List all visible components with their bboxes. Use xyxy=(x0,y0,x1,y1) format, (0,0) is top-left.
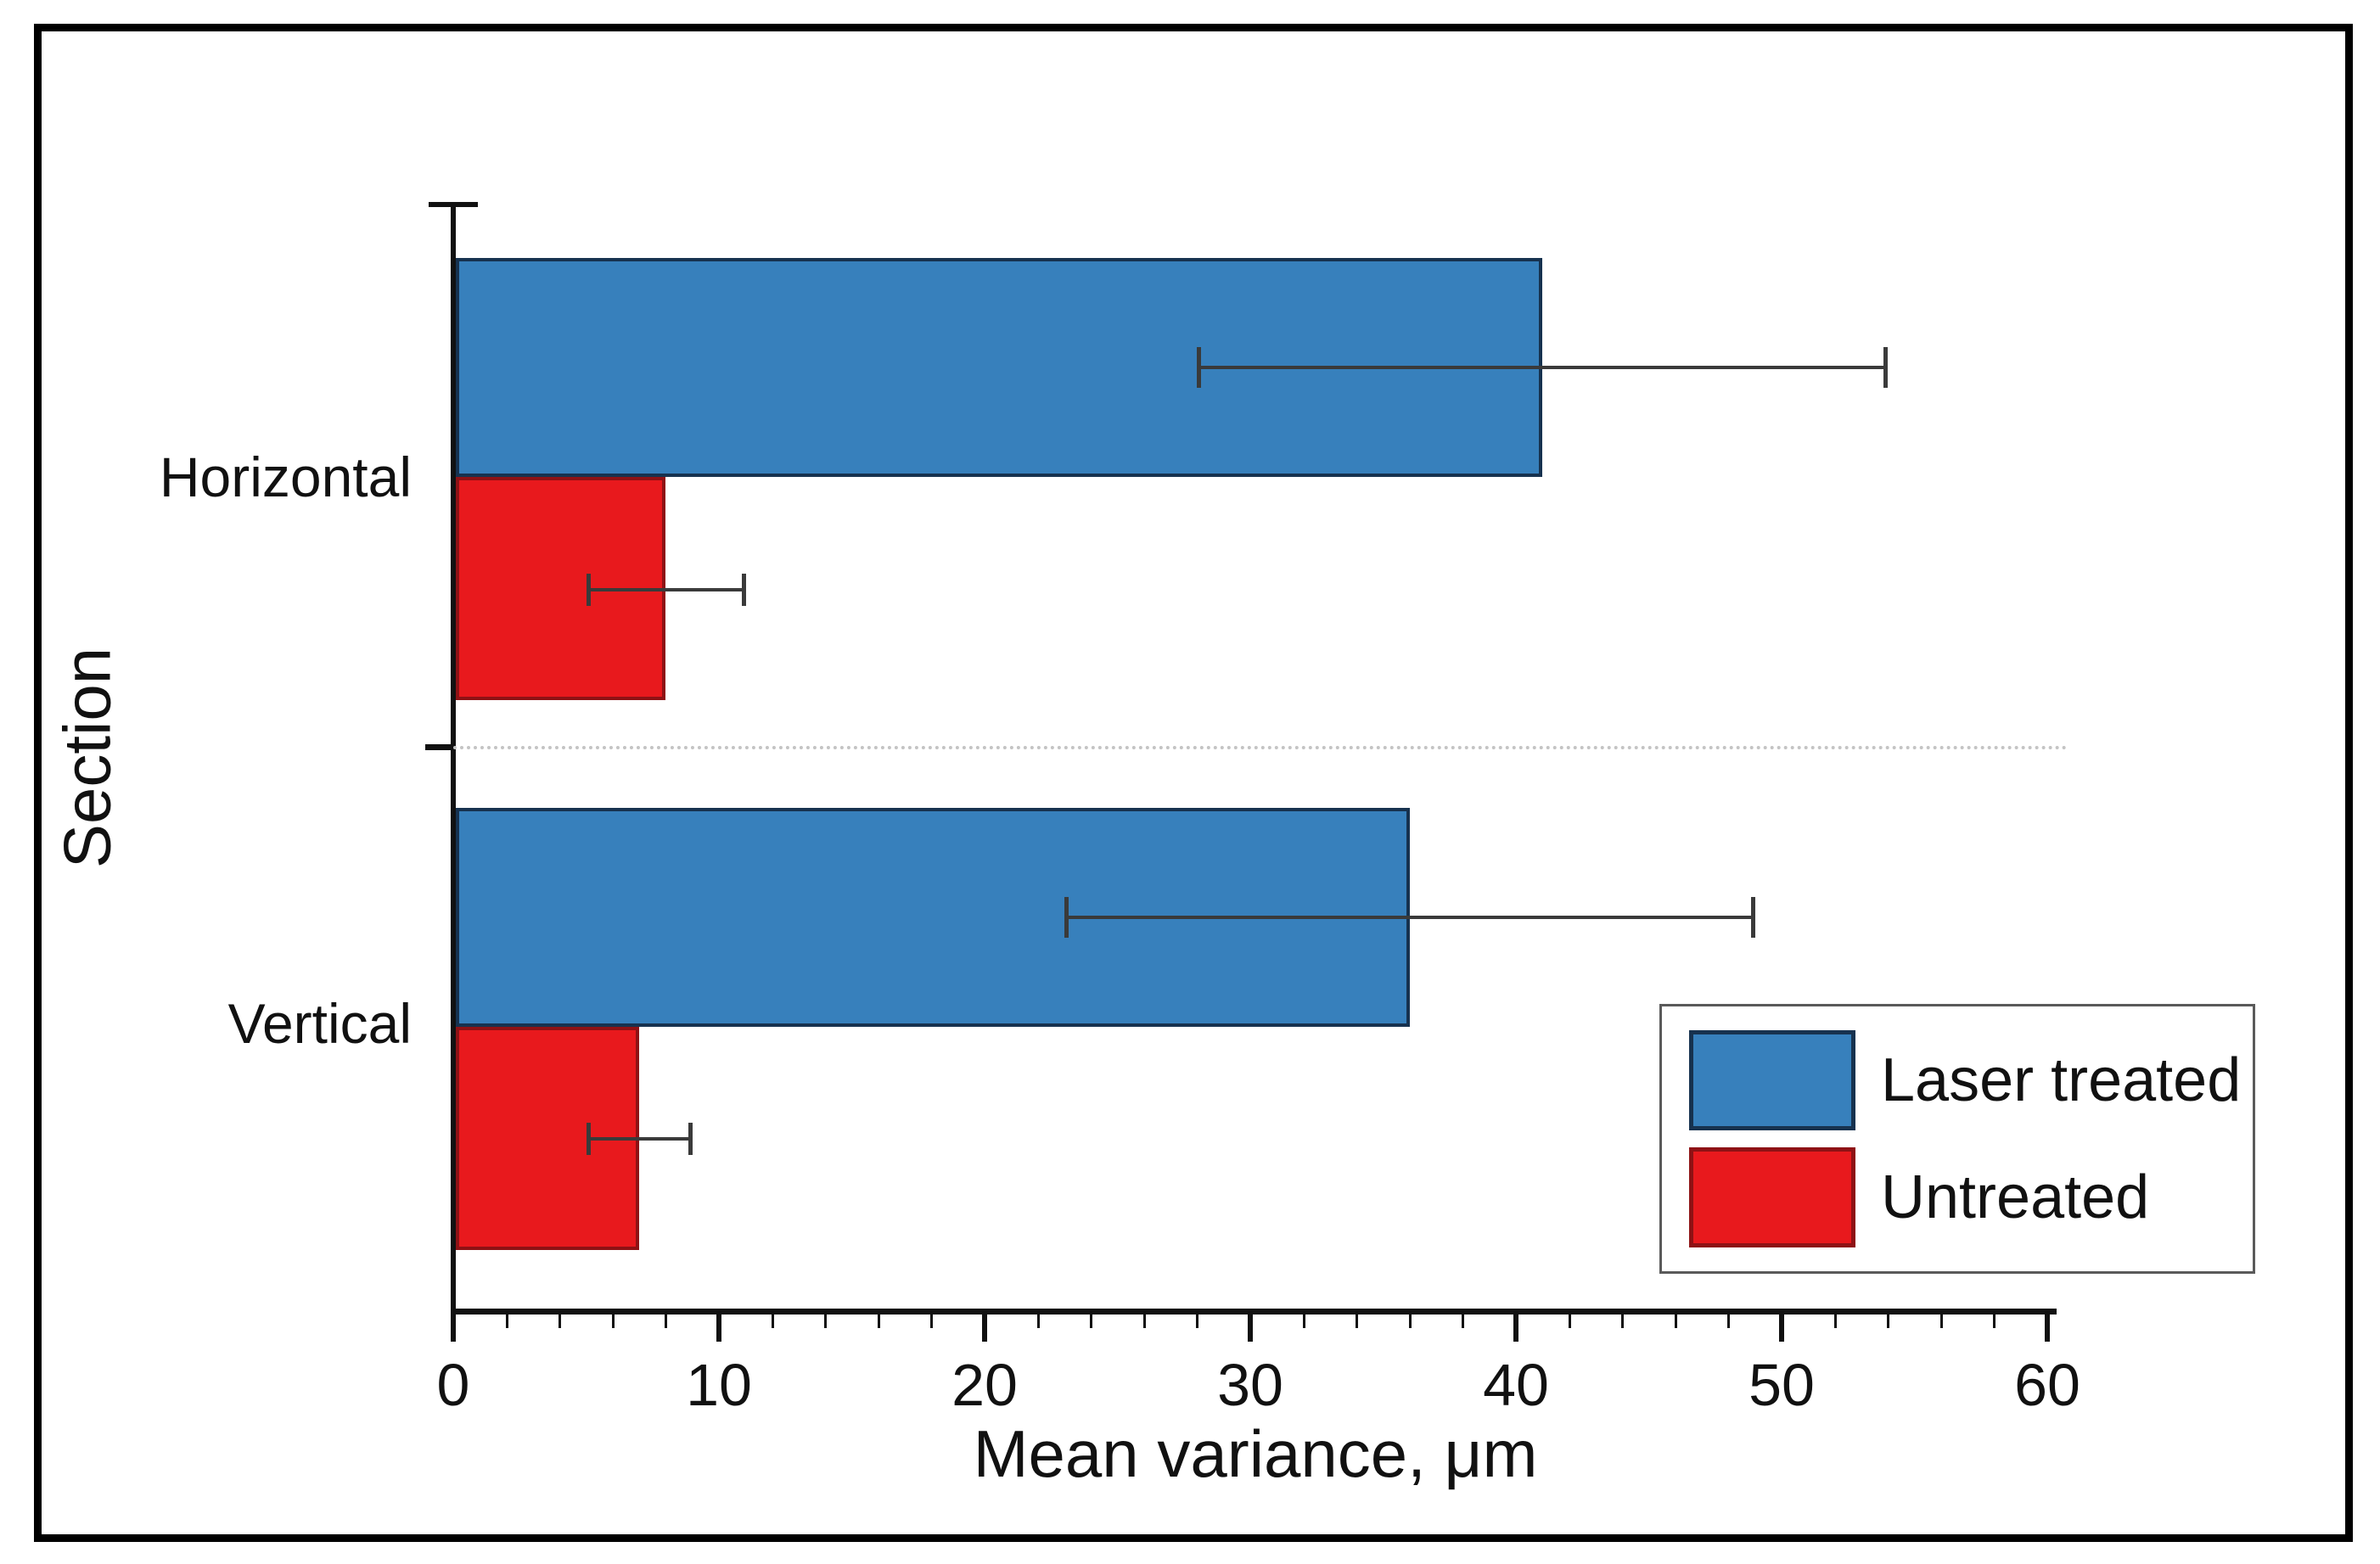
x-tick-label: 40 xyxy=(1483,1352,1549,1418)
x-tick-major xyxy=(982,1315,987,1342)
errorbar-vertical-laser-treated xyxy=(1064,897,1755,938)
x-tick-minor xyxy=(1143,1315,1146,1328)
x-tick-minor xyxy=(506,1315,508,1328)
x-tick-minor xyxy=(1940,1315,1943,1328)
x-tick-minor xyxy=(1037,1315,1040,1328)
x-tick-major xyxy=(1513,1315,1518,1342)
errorbar-right-cap xyxy=(1751,897,1755,938)
errorbar-horizontal-untreated xyxy=(587,574,746,606)
y-axis-title: Section xyxy=(49,647,125,869)
x-tick-minor xyxy=(1727,1315,1730,1328)
x-tick-minor xyxy=(1356,1315,1358,1328)
y-axis-group-separator-tick xyxy=(425,744,453,750)
x-tick-minor xyxy=(665,1315,667,1328)
errorbar-line xyxy=(587,1137,693,1141)
x-tick-label: 50 xyxy=(1749,1352,1815,1418)
legend-entry-untreated: Untreated xyxy=(1689,1142,2253,1253)
x-tick-minor xyxy=(930,1315,933,1328)
legend-label: Laser treated xyxy=(1881,1046,2242,1114)
errorbar-line xyxy=(1064,916,1755,919)
x-tick-minor xyxy=(1834,1315,1837,1328)
errorbar-line xyxy=(587,588,746,591)
x-tick-minor xyxy=(1462,1315,1464,1328)
x-tick-minor xyxy=(1196,1315,1198,1328)
x-tick-minor xyxy=(559,1315,561,1328)
x-tick-minor xyxy=(1303,1315,1305,1328)
errorbar-left-cap xyxy=(1064,897,1069,938)
x-tick-minor xyxy=(1569,1315,1571,1328)
x-tick-label: 10 xyxy=(686,1352,752,1418)
legend-swatch-untreated xyxy=(1689,1147,1855,1247)
x-tick-major xyxy=(1248,1315,1253,1342)
x-tick-minor xyxy=(824,1315,827,1328)
category-label-vertical: Vertical xyxy=(227,992,412,1055)
x-tick-major xyxy=(451,1315,456,1342)
x-tick-minor xyxy=(612,1315,615,1328)
x-tick-label: 20 xyxy=(951,1352,1018,1418)
y-axis-line xyxy=(451,205,456,1311)
x-tick-minor xyxy=(1090,1315,1092,1328)
x-axis-line xyxy=(451,1309,2057,1315)
legend-entry-laser-treated: Laser treated xyxy=(1689,1025,2253,1135)
x-tick-minor xyxy=(1675,1315,1677,1328)
x-tick-label: 60 xyxy=(2014,1352,2080,1418)
x-tick-major xyxy=(2045,1315,2050,1342)
errorbar-left-cap xyxy=(587,1123,591,1155)
errorbar-line xyxy=(1197,366,1888,369)
x-axis-title: Mean variance, μm xyxy=(973,1416,1538,1491)
errorbar-vertical-untreated xyxy=(587,1123,693,1155)
group-separator-dotted-line xyxy=(453,746,2068,749)
x-tick-minor xyxy=(772,1315,774,1328)
errorbar-right-cap xyxy=(688,1123,693,1155)
x-tick-minor xyxy=(1887,1315,1889,1328)
y-axis-top-tick xyxy=(429,202,478,207)
x-tick-label: 30 xyxy=(1217,1352,1283,1418)
errorbar-horizontal-laser-treated xyxy=(1197,347,1888,388)
x-tick-minor xyxy=(1621,1315,1624,1328)
errorbar-left-cap xyxy=(1197,347,1201,388)
x-tick-major xyxy=(716,1315,721,1342)
errorbar-right-cap xyxy=(1883,347,1888,388)
x-tick-label: 0 xyxy=(436,1352,470,1418)
x-tick-minor xyxy=(878,1315,880,1328)
x-tick-major xyxy=(1779,1315,1784,1342)
x-tick-minor xyxy=(1409,1315,1412,1328)
legend-label: Untreated xyxy=(1881,1163,2150,1231)
x-tick-minor xyxy=(1993,1315,1995,1328)
legend-swatch-laser-treated xyxy=(1689,1030,1855,1130)
legend: Laser treated Untreated xyxy=(1659,1004,2255,1274)
errorbar-left-cap xyxy=(587,574,591,606)
errorbar-right-cap xyxy=(742,574,746,606)
category-label-horizontal: Horizontal xyxy=(159,446,412,508)
